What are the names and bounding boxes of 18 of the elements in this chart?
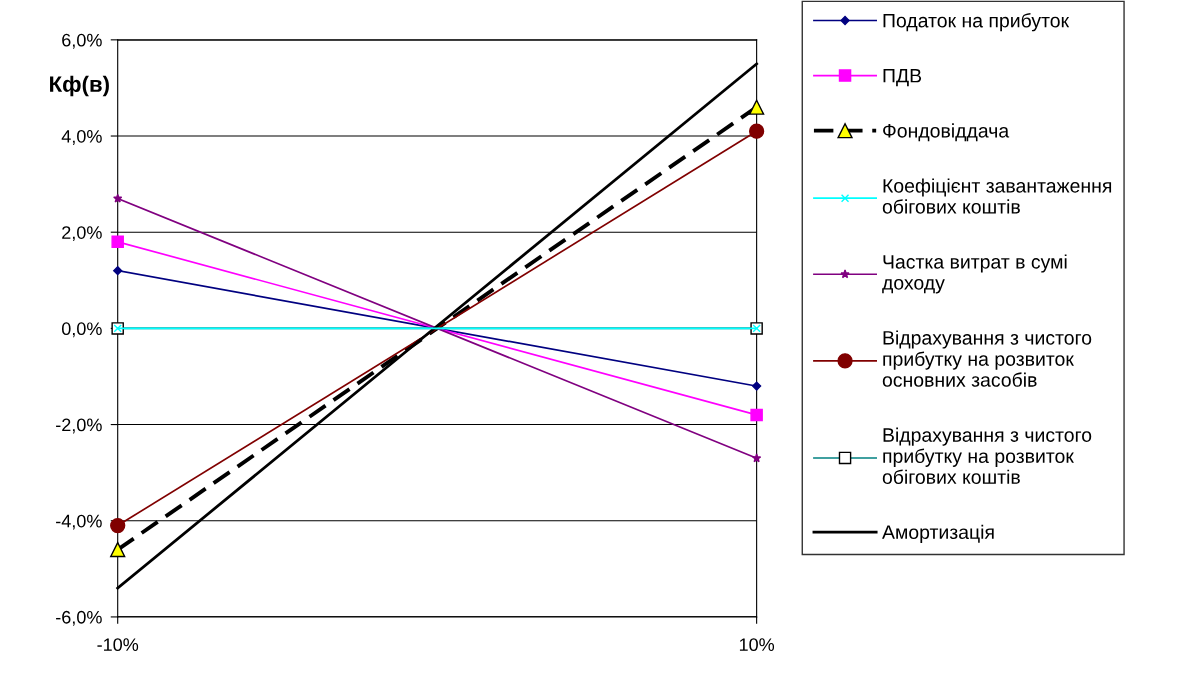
x-tick-label: 10% (739, 638, 775, 652)
legend-label: ПДВ (883, 69, 922, 87)
y-tick-label: 2,0% (62, 226, 102, 242)
legend-label: Коефіцієнт завантаження обігових коштів (882, 178, 1112, 214)
x-tick-label: -10% (97, 638, 139, 652)
y-axis-title: Кф(в) (50, 75, 109, 97)
y-tick-label: 4,0% (61, 129, 102, 145)
legend-label: Частка витрат в сумі доходу (882, 254, 1067, 294)
y-tick-label: 0,0% (61, 322, 102, 338)
legend-label: Податок на прибуток (883, 13, 1070, 32)
y-tick-label: 6,0% (62, 33, 102, 49)
y-tick-label: -6,0% (56, 610, 102, 626)
y-tick-label: -4,0% (56, 514, 102, 530)
legend-label: Відрахування з чистого прибутку на розвиток обігових коштів (882, 427, 1092, 484)
y-tick-label: -2,0% (56, 418, 102, 434)
legend-label: Амортизація (882, 524, 994, 543)
legend-label: Відрахування з чистого прибутку на розвиток основних засобів (882, 330, 1092, 387)
legend-label: Фондовіддача (883, 123, 1010, 142)
